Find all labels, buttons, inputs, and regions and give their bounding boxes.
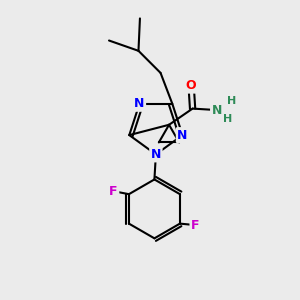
Text: H: H [227,96,237,106]
Text: N: N [151,148,161,161]
Text: N: N [177,129,188,142]
Text: F: F [110,185,118,198]
Text: F: F [191,219,200,232]
Text: H: H [223,114,232,124]
Text: N: N [134,97,145,110]
Text: O: O [186,79,196,92]
Text: N: N [212,103,222,117]
